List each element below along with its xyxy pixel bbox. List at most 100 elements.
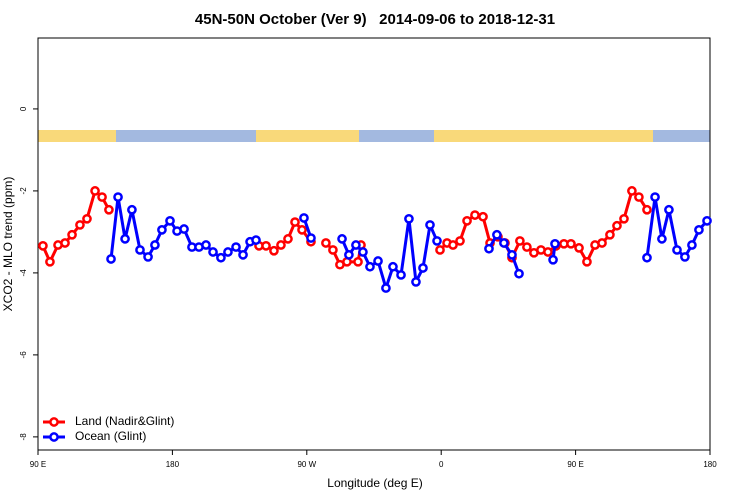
x-tick-label: 90 W bbox=[297, 460, 316, 469]
legend-marker bbox=[49, 432, 59, 442]
data-point bbox=[150, 240, 160, 250]
x-tick-label: 180 bbox=[703, 460, 717, 469]
data-point bbox=[672, 245, 682, 255]
data-point bbox=[411, 277, 421, 287]
data-point bbox=[373, 256, 383, 266]
land-band bbox=[256, 130, 359, 142]
legend-label: Land (Nadir&Glint) bbox=[75, 414, 174, 428]
data-point bbox=[38, 240, 48, 251]
ocean-band bbox=[116, 130, 256, 142]
data-point bbox=[179, 224, 189, 234]
land-band bbox=[434, 130, 653, 142]
data-point bbox=[127, 204, 137, 215]
data-point bbox=[612, 220, 622, 231]
data-point bbox=[522, 242, 532, 252]
x-tick-label: 0 bbox=[439, 460, 444, 469]
legend-marker bbox=[49, 417, 59, 427]
data-point bbox=[143, 252, 153, 262]
data-point bbox=[82, 213, 92, 224]
data-point bbox=[680, 252, 690, 262]
chart-title: 45N-50N October (Ver 9) 2014-09-06 to 20… bbox=[195, 11, 555, 28]
data-point bbox=[627, 186, 637, 196]
data-point bbox=[201, 240, 211, 250]
x-tick-label: 180 bbox=[166, 460, 180, 469]
data-point bbox=[432, 236, 442, 246]
data-point bbox=[269, 245, 279, 256]
data-point bbox=[223, 247, 233, 257]
data-point bbox=[135, 245, 145, 255]
data-point bbox=[106, 254, 116, 264]
data-point bbox=[657, 234, 667, 244]
data-point bbox=[548, 254, 558, 265]
data-point bbox=[478, 211, 488, 222]
data-point bbox=[306, 233, 316, 243]
data-point bbox=[499, 238, 509, 248]
data-point bbox=[337, 234, 347, 244]
data-point bbox=[566, 238, 576, 249]
data-point bbox=[462, 215, 472, 226]
data-point bbox=[75, 220, 85, 230]
data-point bbox=[515, 236, 525, 246]
data-point bbox=[492, 229, 502, 240]
data-point bbox=[514, 268, 524, 279]
data-point bbox=[251, 235, 261, 245]
data-point bbox=[425, 220, 435, 230]
data-point bbox=[353, 256, 363, 267]
data-point bbox=[574, 243, 584, 253]
data-point bbox=[120, 234, 130, 244]
data-point bbox=[261, 240, 271, 251]
data-point bbox=[344, 250, 354, 260]
land-band bbox=[38, 130, 116, 142]
data-point bbox=[231, 242, 241, 252]
data-point bbox=[67, 229, 77, 240]
data-point bbox=[276, 240, 286, 250]
x-axis-label: Longitude (deg E) bbox=[327, 476, 422, 490]
data-point bbox=[297, 225, 307, 235]
data-point bbox=[687, 240, 697, 250]
data-point bbox=[597, 238, 607, 248]
land-ocean-strip bbox=[38, 130, 710, 142]
data-point bbox=[328, 245, 338, 255]
data-point bbox=[238, 250, 248, 260]
plot-frame bbox=[37, 37, 711, 451]
data-point bbox=[97, 192, 107, 202]
data-point bbox=[470, 210, 480, 220]
y-axis-label: XCO2 - MLO trend (ppm) bbox=[1, 177, 15, 312]
data-point bbox=[435, 245, 445, 255]
data-point bbox=[605, 229, 615, 240]
data-point bbox=[388, 261, 398, 272]
y-tick-label: 0 bbox=[19, 106, 28, 111]
data-point bbox=[582, 256, 592, 267]
data-point bbox=[550, 238, 560, 249]
data-point bbox=[216, 252, 226, 263]
x-tick-label: 90 E bbox=[30, 460, 46, 469]
data-point bbox=[45, 256, 55, 267]
ocean-band bbox=[653, 130, 710, 142]
y-tick-label: -4 bbox=[19, 269, 28, 277]
data-point bbox=[283, 234, 293, 244]
data-point bbox=[358, 247, 368, 257]
data-point bbox=[321, 238, 331, 248]
data-point bbox=[351, 240, 361, 250]
data-point bbox=[694, 225, 704, 235]
data-point bbox=[404, 213, 414, 224]
data-point bbox=[642, 252, 652, 263]
data-point bbox=[113, 192, 123, 202]
data-point bbox=[418, 263, 428, 273]
data-point bbox=[365, 261, 375, 272]
data-point bbox=[448, 240, 458, 250]
data-point bbox=[90, 186, 100, 196]
data-point bbox=[484, 243, 494, 254]
data-point bbox=[664, 204, 674, 215]
y-tick-label: -6 bbox=[19, 351, 28, 359]
data-point bbox=[299, 213, 309, 223]
data-point bbox=[455, 236, 465, 246]
data-point bbox=[702, 215, 712, 226]
y-tick-label: -2 bbox=[19, 187, 28, 195]
data-point bbox=[381, 283, 391, 293]
data-point bbox=[157, 225, 167, 235]
data-point bbox=[543, 247, 553, 257]
